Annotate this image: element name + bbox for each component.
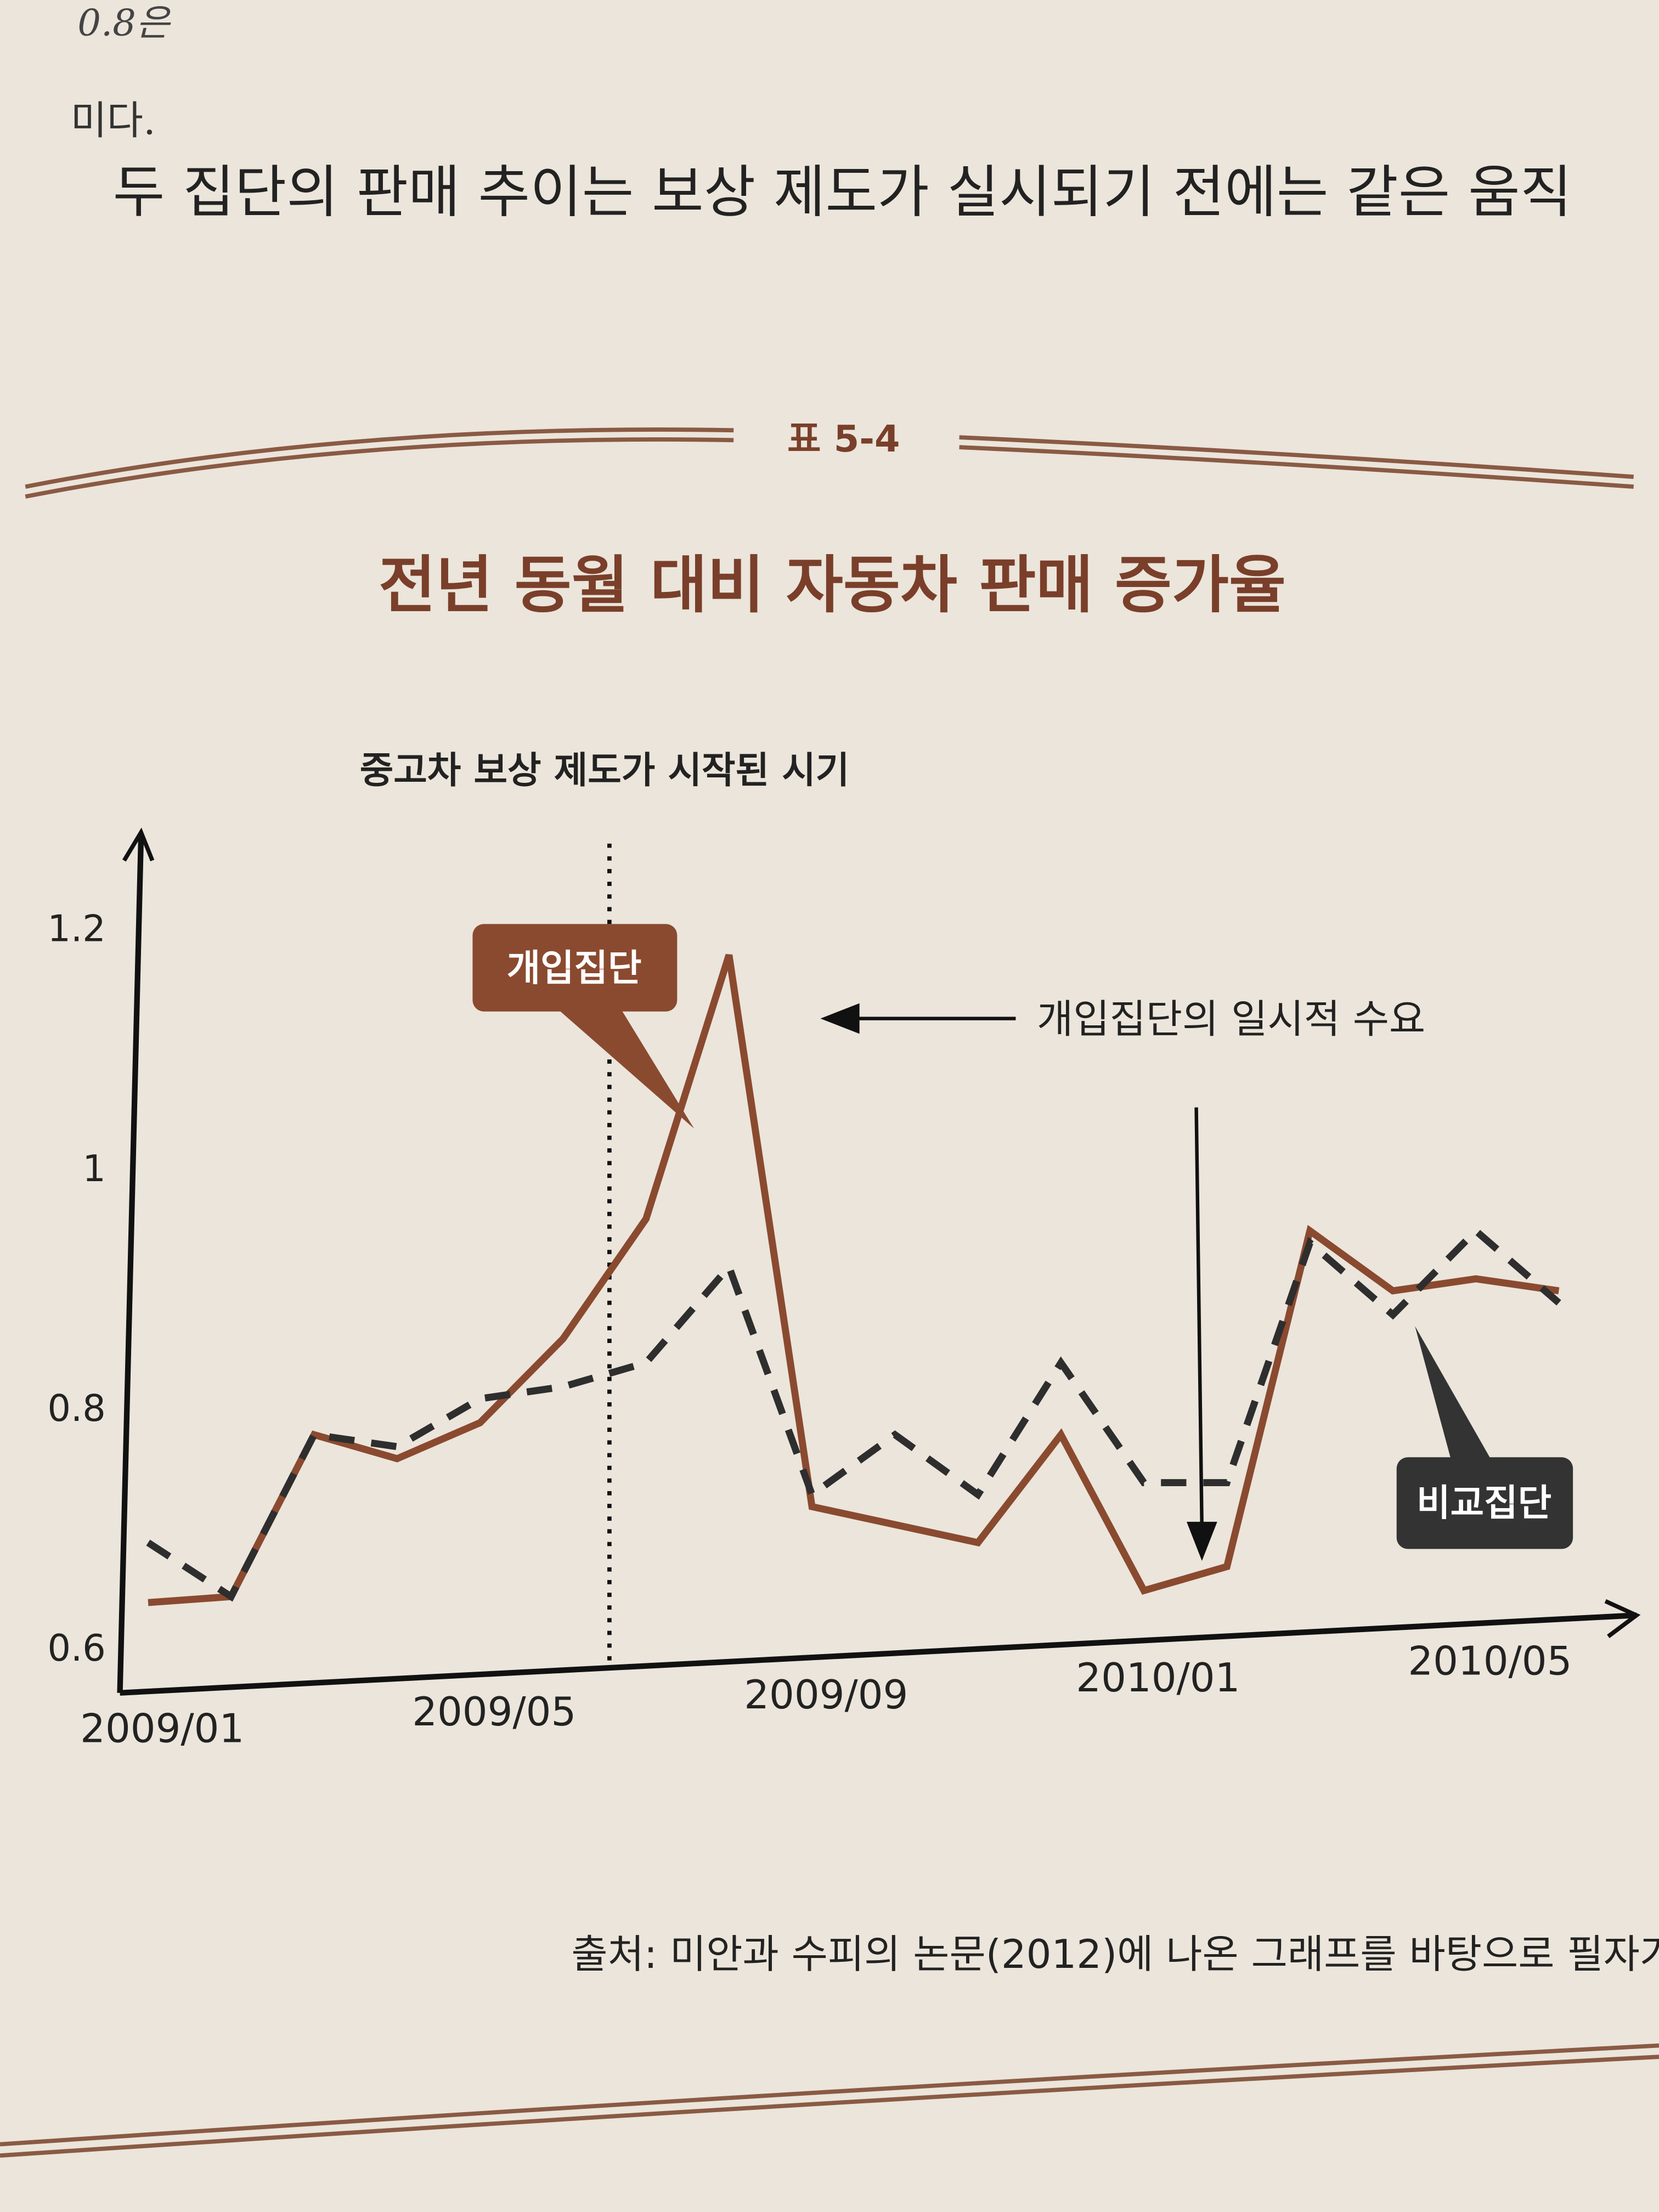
x-tick-label: 2009/05 xyxy=(412,1689,576,1735)
plot: 0.6 0.8 1 1.2 2009/01 2009/05 2009/09 2010/01 20… xyxy=(48,907,1572,1752)
x-tick-label: 2009/09 xyxy=(744,1672,908,1718)
rule xyxy=(0,427,1659,2158)
y-tick-label: 0.6 xyxy=(48,1627,106,1669)
series-label: 개입집단 xyxy=(507,947,642,990)
x-tick-label: 2009/01 xyxy=(80,1706,244,1752)
callout-box xyxy=(1396,1457,1573,1549)
body-line: 두 집단의 판매 추이는 보상 제도가 실시되기 전에는 같은 움직 xyxy=(113,160,1572,225)
annotation: 개입집단의 일시적 수요 xyxy=(1037,996,1425,1042)
y-tick-label: 1.2 xyxy=(48,907,106,950)
x-tick-label: 2010/01 xyxy=(1076,1655,1240,1701)
axes xyxy=(117,827,1641,1696)
series-line xyxy=(148,953,1560,1606)
source: 출처: 미안과 수피의 논문(2012)에 나온 그래프를 바탕으로 필자가 xyxy=(571,1931,1659,1977)
series-label: 비교집단 xyxy=(1417,1481,1551,1524)
arrows xyxy=(820,1003,1217,1561)
fragment: 0.8은 xyxy=(77,1,171,44)
chart-title: 전년 동월 대비 자동차 판매 증가율 xyxy=(379,549,1286,622)
y-tick-label: 0.8 xyxy=(48,1387,106,1430)
y-tick-label: 1 xyxy=(82,1147,106,1190)
callout-box xyxy=(472,924,678,1012)
body-line: 미다. xyxy=(71,97,156,143)
annotation: 중고차 보상 제도가 시작된 시기 xyxy=(360,749,850,792)
figure-label: 표 5-4 xyxy=(787,417,900,460)
x-tick-label: 2010/05 xyxy=(1408,1638,1572,1684)
series-line xyxy=(146,1226,1561,1602)
